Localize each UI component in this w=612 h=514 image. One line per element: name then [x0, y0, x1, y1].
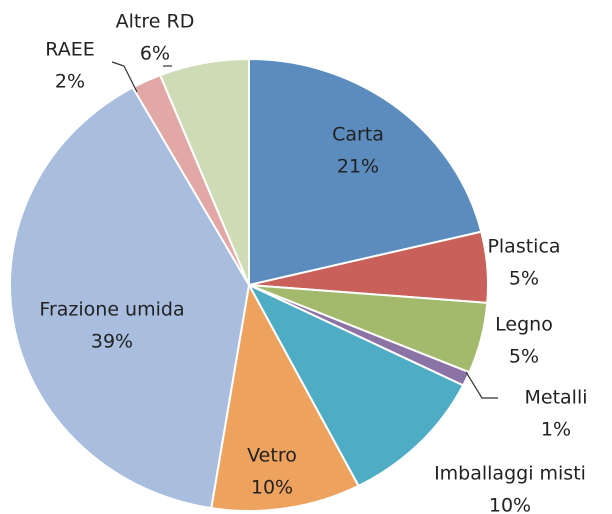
pie-slice [210, 281, 360, 512]
slice-label: Plastica [487, 236, 560, 258]
leader-line [111, 61, 138, 93]
slice-percent: 5% [509, 346, 539, 368]
pie-slice [158, 57, 250, 286]
pie-slice [248, 57, 483, 287]
slice-label: Vetro [247, 445, 297, 467]
slice-label: Metalli [524, 387, 587, 409]
slice-percent: 10% [489, 495, 531, 514]
slice-label: Altre RD [116, 11, 195, 33]
slice-percent: 21% [337, 156, 379, 178]
slice-label: Frazione umida [39, 299, 184, 321]
slice-label: Legno [495, 314, 553, 336]
leader-lines [111, 61, 498, 399]
slice-percent: 2% [55, 71, 85, 93]
slice-percent: 6% [140, 43, 170, 65]
slice-percent: 1% [541, 419, 571, 441]
slice-percent: 10% [251, 477, 293, 499]
pie [9, 57, 489, 512]
pie-slice [246, 282, 465, 488]
slice-percent: 39% [91, 331, 133, 353]
slice-label: Imballaggi misti [434, 463, 586, 485]
leader-line [465, 371, 498, 399]
slice-percent: 5% [509, 268, 539, 290]
slice-label: RAEE [45, 39, 94, 61]
slice-label: Carta [332, 124, 384, 146]
pie-slice [9, 86, 251, 510]
